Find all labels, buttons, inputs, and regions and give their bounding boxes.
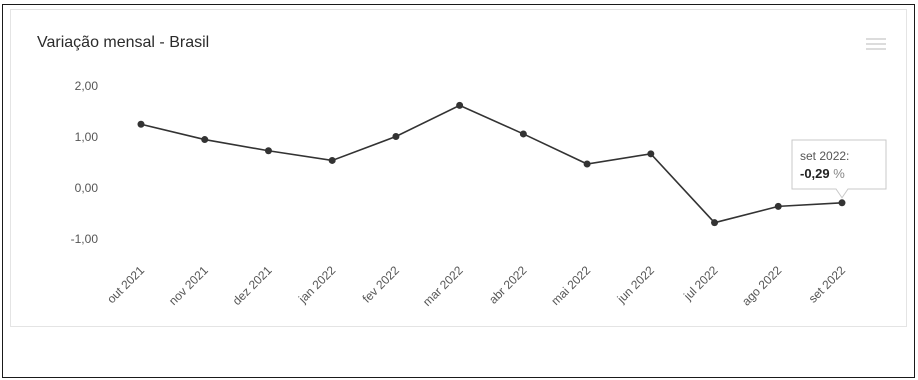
tooltip-label: set 2022: (800, 149, 849, 163)
x-tick-label: out 2021 (104, 263, 147, 306)
tooltip: set 2022: -0,29 % (791, 139, 887, 199)
y-tick-label: 2,00 (75, 79, 99, 93)
data-point[interactable] (201, 136, 209, 144)
data-point[interactable] (774, 202, 782, 210)
x-tick-label: jan 2022 (295, 263, 338, 306)
x-tick-label: jul 2022 (680, 263, 721, 304)
data-point[interactable] (838, 199, 846, 207)
y-tick-label: 1,00 (75, 130, 99, 144)
data-point[interactable] (519, 130, 527, 138)
context-menu-icon[interactable] (864, 35, 888, 53)
y-tick-label: -1,00 (71, 232, 99, 246)
x-tick-label: mai 2022 (548, 263, 593, 308)
data-points (137, 101, 846, 227)
chart-card: Variação mensal - Brasil (10, 9, 907, 327)
x-tick-label: jun 2022 (614, 263, 657, 306)
data-point[interactable] (264, 147, 272, 155)
x-tick-label: abr 2022 (486, 263, 530, 307)
data-point[interactable] (583, 160, 591, 168)
x-tick-label: nov 2021 (166, 263, 211, 308)
data-point[interactable] (456, 101, 464, 109)
data-point[interactable] (711, 219, 719, 227)
y-axis: 2,00 1,00 0,00 -1,00 (71, 79, 99, 246)
series-line (140, 104, 843, 224)
x-tick-label: fev 2022 (360, 263, 403, 306)
x-tick-label: ago 2022 (739, 263, 785, 309)
tooltip-box (791, 139, 887, 199)
tooltip-value: -0,29 % (800, 166, 845, 181)
chart-title: Variação mensal - Brasil (37, 34, 210, 51)
screenshot-frame: Variação mensal - Brasil 2,00 1,00 0,00 -1,… (2, 4, 915, 378)
data-point[interactable] (328, 156, 336, 164)
x-tick-label: dez 2021 (230, 263, 275, 308)
x-tick-label: set 2022 (806, 263, 849, 306)
tooltip-value-unit: % (833, 166, 845, 181)
x-tick-label: mar 2022 (420, 263, 466, 309)
line-chart: 2,00 1,00 0,00 -1,00 out 2021 nov 2021 dez 20… (71, 79, 887, 309)
tooltip-value-number: -0,29 (800, 166, 830, 181)
x-axis: out 2021 nov 2021 dez 2021 jan 2022 fev 2022… (104, 263, 848, 309)
data-point[interactable] (647, 150, 655, 158)
y-tick-label: 0,00 (75, 181, 99, 195)
data-point[interactable] (137, 120, 145, 128)
data-point[interactable] (392, 132, 400, 140)
